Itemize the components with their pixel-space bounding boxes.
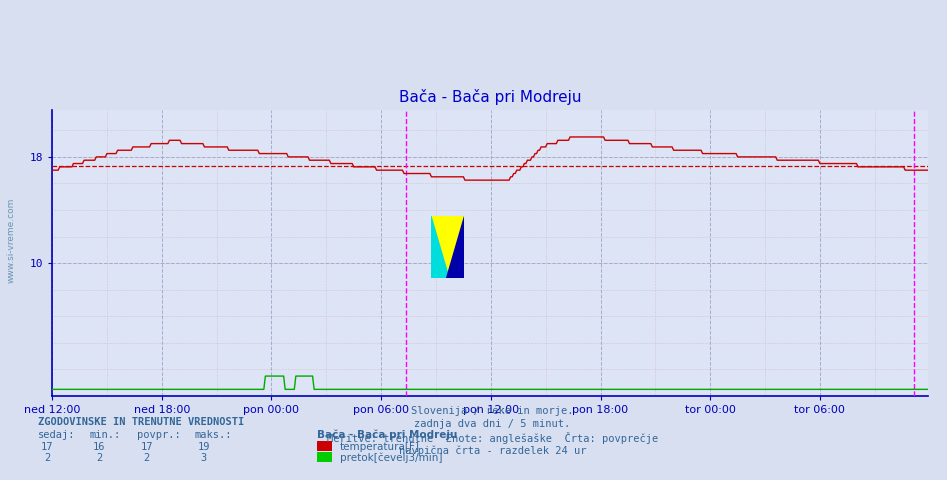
Text: Slovenija / reke in morje.: Slovenija / reke in morje. [411, 406, 574, 416]
Text: temperatura[F]: temperatura[F] [340, 442, 420, 452]
Text: 19: 19 [197, 442, 210, 452]
Text: 2: 2 [144, 453, 150, 463]
Text: min.:: min.: [90, 430, 121, 440]
Text: 2: 2 [45, 453, 50, 463]
Text: 17: 17 [140, 442, 153, 452]
Text: sedaj:: sedaj: [38, 430, 76, 440]
Text: povpr.:: povpr.: [137, 430, 181, 440]
Polygon shape [446, 216, 464, 278]
Title: Bača - Bača pri Modreju: Bača - Bača pri Modreju [399, 89, 581, 105]
Text: 2: 2 [97, 453, 102, 463]
Polygon shape [431, 216, 449, 278]
Text: pretok[čevelj3/min]: pretok[čevelj3/min] [340, 452, 442, 463]
Text: Meritve: trenutne  Enote: anglešaške  Črta: povprečje: Meritve: trenutne Enote: anglešaške Črta… [327, 432, 658, 444]
Text: 17: 17 [41, 442, 54, 452]
Text: zadnja dva dni / 5 minut.: zadnja dva dni / 5 minut. [415, 419, 570, 429]
Text: maks.:: maks.: [194, 430, 232, 440]
Text: Bača - Bača pri Modreju: Bača - Bača pri Modreju [317, 429, 457, 440]
Text: ZGODOVINSKE IN TRENUTNE VREDNOSTI: ZGODOVINSKE IN TRENUTNE VREDNOSTI [38, 417, 244, 427]
Text: 3: 3 [201, 453, 206, 463]
Text: 16: 16 [93, 442, 106, 452]
Text: www.si-vreme.com: www.si-vreme.com [7, 197, 16, 283]
Text: navpična črta - razdelek 24 ur: navpična črta - razdelek 24 ur [399, 446, 586, 456]
